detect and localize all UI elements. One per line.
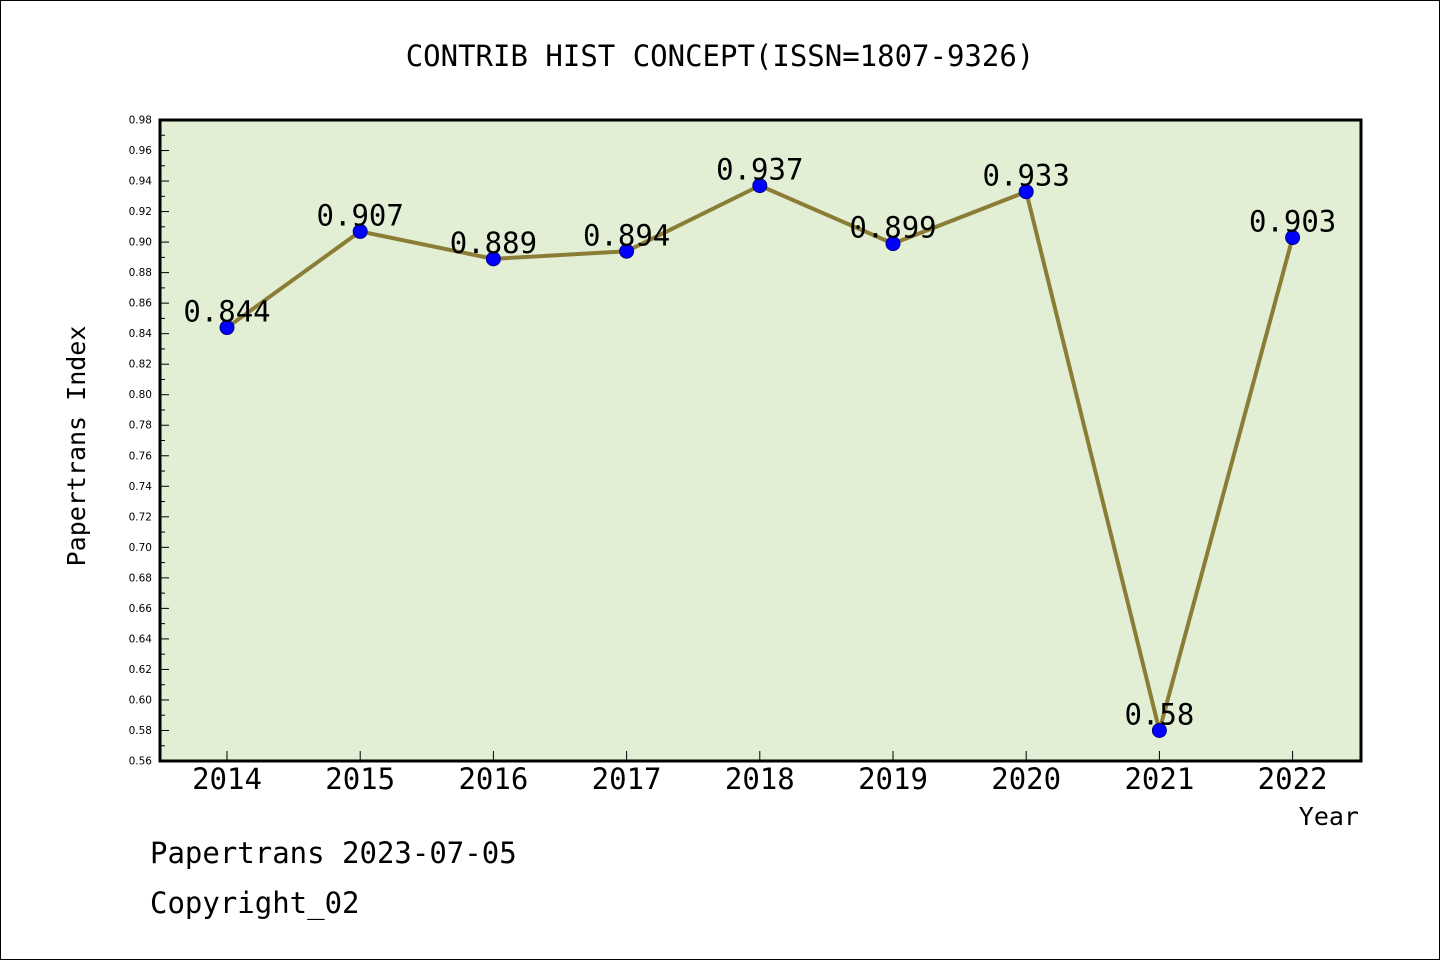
x-axis-label: Year: [1299, 802, 1359, 831]
y-axis-label: Papertrans Index: [62, 326, 91, 567]
y-tick-label: 0.72: [129, 511, 152, 523]
y-tick-label: 0.58: [129, 725, 152, 737]
data-label: 0.937: [716, 153, 803, 187]
x-tick-label: 2019: [858, 762, 928, 796]
y-tick-label: 0.78: [129, 420, 152, 432]
x-tick-label: 2022: [1258, 762, 1328, 796]
data-label: 0.58: [1124, 697, 1194, 731]
data-label: 0.889: [450, 226, 537, 260]
data-point: [885, 236, 901, 252]
y-tick-label: 0.74: [129, 481, 153, 493]
x-axis: 2014 2015 2016 2017 2018 2019 2020 2021 2022: [192, 751, 1328, 796]
x-tick-label: 2015: [325, 762, 395, 796]
data-label: 0.894: [583, 218, 670, 252]
y-tick-label: 0.94: [129, 176, 153, 188]
x-tick-label: 2014: [192, 762, 262, 796]
data-point: [1151, 722, 1167, 738]
data-point: [1285, 230, 1301, 246]
data-point: [485, 251, 501, 267]
data-point: [1018, 184, 1034, 200]
y-tick-label: 0.64: [129, 633, 153, 645]
plot-border: [158, 118, 1363, 763]
footer-copyright: Copyright_02: [150, 886, 360, 920]
y-axis: 0.56 0.58 0.60 0.62 0.64 0.66 0.68 0.70 0.72 0.74…: [129, 115, 169, 768]
y-tick-label: 0.88: [129, 267, 152, 279]
x-tick-label: 2020: [991, 762, 1061, 796]
chart-title: CONTRIB HIST CONCEPT(ISSN=1807-9326): [406, 39, 1035, 73]
y-tick-label: 0.70: [129, 542, 152, 554]
x-tick-label: 2018: [725, 762, 795, 796]
x-tick-label: 2021: [1124, 762, 1194, 796]
y-tick-label: 0.84: [129, 328, 153, 340]
y-tick-label: 0.62: [129, 664, 152, 676]
data-label: 0.899: [849, 211, 936, 245]
y-tick-label: 0.66: [129, 603, 153, 615]
y-tick-label: 0.80: [129, 389, 152, 401]
data-point-group: [219, 178, 1301, 738]
y-tick-label: 0.60: [129, 694, 152, 706]
y-tick-label: 0.98: [129, 115, 152, 127]
data-label: 0.933: [983, 159, 1070, 193]
x-tick-label: 2017: [592, 762, 662, 796]
y-tick-label: 0.82: [129, 359, 152, 371]
data-label-group: 0.844 0.907 0.889 0.894 0.937 0.899 0.933 0.58 0…: [183, 153, 1336, 732]
y-tick-label: 0.92: [129, 206, 152, 218]
data-point: [352, 223, 368, 239]
data-point: [752, 178, 768, 194]
x-tick-label: 2016: [458, 762, 528, 796]
y-tick-label: 0.56: [129, 756, 153, 768]
y-tick-label: 0.86: [129, 298, 153, 310]
y-tick-label: 0.96: [129, 145, 153, 157]
data-label: 0.844: [183, 295, 270, 329]
data-point: [219, 320, 235, 336]
y-tick-label: 0.90: [129, 237, 152, 249]
footer-date: Papertrans 2023-07-05: [150, 836, 517, 870]
y-tick-label: 0.76: [129, 450, 153, 462]
data-label: 0.907: [317, 198, 404, 232]
data-label: 0.903: [1249, 205, 1336, 239]
data-point: [619, 243, 635, 259]
y-tick-label: 0.68: [129, 572, 152, 584]
